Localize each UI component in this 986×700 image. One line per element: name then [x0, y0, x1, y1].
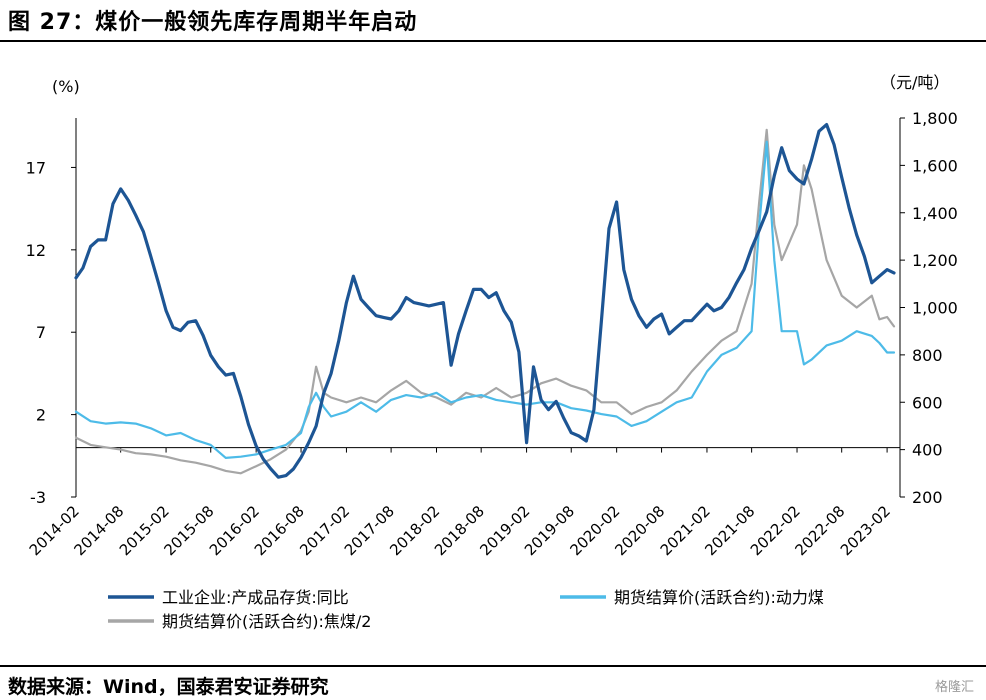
right-unit-label: （元/吨）: [880, 73, 949, 92]
left-unit-label: (%): [52, 77, 80, 96]
right-tick-label: 1,800: [912, 109, 958, 128]
right-tick-label: 1,000: [912, 299, 958, 318]
bottom-rule: [0, 665, 986, 667]
legend-label-2: 期货结算价(活跃合约):动力煤: [614, 588, 824, 607]
figure-title: 图 27：煤价一般领先库存周期半年启动: [8, 10, 418, 35]
watermark: 格隆汇: [934, 680, 974, 695]
source-note: 数据来源：Wind，国泰君安证券研究: [8, 676, 329, 698]
right-tick-label: 1,200: [912, 251, 958, 270]
series-line-3: [74, 128, 896, 475]
right-tick-label: 1,400: [912, 204, 958, 223]
left-tick-label: 2: [36, 406, 46, 425]
right-tick-label: 200: [912, 488, 943, 507]
legend-label-3: 期货结算价(活跃合约):焦煤/2: [162, 612, 371, 631]
left-tick-label: 7: [36, 323, 46, 342]
top-rule: [0, 40, 986, 42]
series-line-1: [74, 123, 896, 479]
series-line-2: [74, 140, 896, 459]
chart-canvas: -3 2 7 12 17 (%) 200 400 600 800 1,000 1,200 1,400 1,…: [26, 73, 958, 631]
left-tick-label: -3: [30, 488, 46, 507]
right-tick-label: 1,600: [912, 156, 958, 175]
left-tick-label: 12: [26, 241, 46, 260]
series-layer: [74, 123, 896, 479]
right-tick-label: 800: [912, 346, 943, 365]
axes-layer: -3 2 7 12 17 (%) 200 400 600 800 1,000 1,200 1,400 1,…: [26, 73, 958, 559]
legend-label-1: 工业企业:产成品存货:同比: [162, 588, 349, 607]
legend: 工业企业:产成品存货:同比 期货结算价(活跃合约):动力煤期货结算价(活跃合约):…: [108, 588, 824, 631]
left-tick-label: 17: [26, 158, 46, 177]
right-tick-label: 400: [912, 441, 943, 460]
right-tick-label: 600: [912, 393, 943, 412]
x-tick-label: 2023-02: [837, 502, 894, 559]
